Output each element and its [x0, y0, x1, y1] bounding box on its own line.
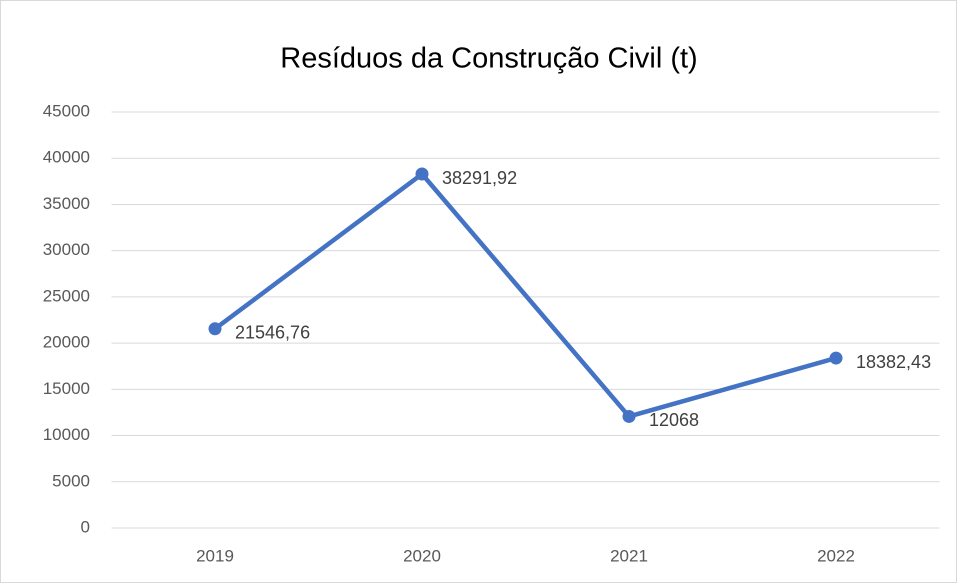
y-tick-label: 5000: [52, 471, 90, 490]
y-tick-label: 35000: [43, 194, 90, 213]
y-tick-label: 40000: [43, 148, 90, 167]
y-tick-label: 25000: [43, 286, 90, 305]
y-tick-label: 30000: [43, 240, 90, 259]
x-tick-label: 2020: [403, 546, 441, 565]
y-tick-label: 10000: [43, 425, 90, 444]
y-tick-label: 15000: [43, 379, 90, 398]
data-label: 38291,92: [442, 168, 517, 188]
y-tick-label: 45000: [43, 101, 90, 120]
line: [212, 171, 839, 419]
x-tick-label: 2019: [196, 546, 234, 565]
y-tick-label: 20000: [43, 333, 90, 352]
marker: [208, 322, 222, 336]
y-tick-label: 0: [81, 517, 90, 536]
x-tick-label: 2021: [610, 546, 648, 565]
data-label: 12068: [649, 410, 699, 430]
marker: [415, 167, 429, 181]
data-label: 21546,76: [235, 323, 310, 343]
marker: [622, 409, 636, 423]
data-label: 18382,43: [856, 352, 931, 372]
marker: [829, 351, 843, 365]
chart-title: Resíduos da Construção Civil (t): [280, 43, 697, 75]
x-tick-label: 2022: [817, 546, 855, 565]
